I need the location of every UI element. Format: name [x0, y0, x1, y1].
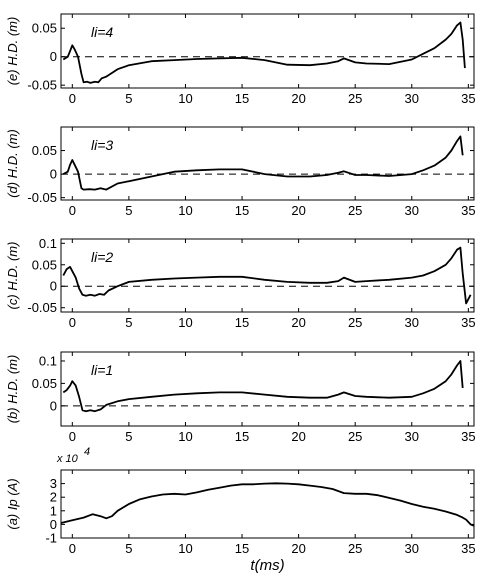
panel-d-xtick-label: 25 [348, 203, 362, 218]
panel-e-xtick-label: 0 [69, 91, 76, 106]
panel-b-xtick-label: 25 [348, 429, 362, 444]
panel-b-xtick-label: 15 [235, 429, 249, 444]
panel-e-series-line [62, 21, 466, 84]
panel-c-xtick-label: 35 [461, 315, 475, 330]
panel-e-xtick-label: 5 [125, 91, 132, 106]
panel-d-xtick-label: 15 [235, 203, 249, 218]
panel-c-xtick-label: 25 [348, 315, 362, 330]
panel-a-ytick-label: 1 [50, 503, 57, 518]
panel-c-frame [60, 238, 475, 313]
panel-a-ytick-label: 0 [50, 517, 57, 532]
panel-a-ytick-label: 2 [50, 490, 57, 505]
panel-b-xtick-label: 35 [461, 429, 475, 444]
panel-a-ylabel: (a) Ip (A) [5, 478, 20, 529]
panel-c-ytick-label: 0.1 [39, 236, 57, 251]
panel-e-xtick-label: 30 [405, 91, 419, 106]
panel-e-xtick-label: 20 [291, 91, 305, 106]
panel-d-xtick-label: 10 [178, 203, 192, 218]
panel-c-series-line [62, 246, 472, 305]
panel-a-ytick-label: -1 [45, 531, 57, 546]
panel-b-frame [60, 351, 475, 427]
panel-c-ytick-label: -0.05 [27, 300, 57, 315]
panel-a-xtick-label: 15 [235, 541, 249, 556]
panel-c-xtick-label: 10 [178, 315, 192, 330]
panel-a-xlabel: t(ms) [250, 557, 284, 574]
panel-d-xtick-label: 0 [69, 203, 76, 218]
panel-e-ytick-label: -0.05 [27, 78, 57, 93]
panel-a-xtick-label: 10 [178, 541, 192, 556]
panel-b-ylabel: (b) H.D. (m) [5, 355, 20, 424]
panel-a-xtick-label: 25 [348, 541, 362, 556]
panel-a-series-line [60, 482, 475, 527]
panel-c-xtick-label: 30 [405, 315, 419, 330]
panel-a-xtick-label: 20 [291, 541, 305, 556]
panel-e-xtick-label: 15 [235, 91, 249, 106]
panel-b-ytick-label: 0.1 [39, 353, 57, 368]
panel-d-ytick-label: 0.05 [32, 143, 57, 158]
panel-b-ytick-label: 0 [50, 398, 57, 413]
panel-d-xtick-label: 30 [405, 203, 419, 218]
panel-b-xtick-label: 0 [69, 429, 76, 444]
panel-a-exponent-power: 4 [84, 446, 90, 458]
panel-b-ytick-label: 0.05 [32, 376, 57, 391]
panel-d-xtick-label: 35 [461, 203, 475, 218]
panel-a-xtick-label: 5 [125, 541, 132, 556]
panel-c-xtick-label: 20 [291, 315, 305, 330]
panel-e-annotation: li=4 [91, 24, 113, 40]
panel-e-ytick-label: 0.05 [32, 21, 57, 36]
panel-d-frame [60, 126, 475, 201]
panel-d-series-line [62, 135, 464, 191]
panel-a-exponent-label: x 10 [56, 453, 79, 465]
panel-a-frame [60, 469, 475, 539]
panel-d-xtick-label: 5 [125, 203, 132, 218]
panel-d-ytick-label: -0.05 [27, 190, 57, 205]
panel-c-annotation: li=2 [91, 249, 113, 265]
panel-d-ylabel: (d) H.D. (m) [5, 129, 20, 198]
panel-c-xtick-label: 15 [235, 315, 249, 330]
panel-b-xtick-label: 30 [405, 429, 419, 444]
panel-c-ytick-label: 0 [50, 279, 57, 294]
panel-a-ytick-label: 3 [50, 476, 57, 491]
panel-a-xtick-label: 30 [405, 541, 419, 556]
panel-c-ytick-label: 0.05 [32, 257, 57, 272]
panel-d-ytick-label: 0 [50, 167, 57, 182]
panel-a-xtick-label: 0 [69, 541, 76, 556]
panel-c-xtick-label: 0 [69, 315, 76, 330]
panel-e-xtick-label: 35 [461, 91, 475, 106]
panel-e-ylabel: (e) H.D. (m) [5, 17, 20, 86]
panel-b-annotation: li=1 [91, 362, 113, 378]
panel-e-xtick-label: 25 [348, 91, 362, 106]
panel-b-xtick-label: 10 [178, 429, 192, 444]
panel-a-xtick-label: 35 [461, 541, 475, 556]
panel-b-xtick-label: 5 [125, 429, 132, 444]
panel-d-annotation: li=3 [91, 137, 113, 153]
panel-b-series-line [62, 360, 464, 413]
panel-d-xtick-label: 20 [291, 203, 305, 218]
panel-e-frame [60, 13, 475, 89]
panel-c-xtick-label: 5 [125, 315, 132, 330]
panel-b-xtick-label: 20 [291, 429, 305, 444]
panel-c-ylabel: (c) H.D. (m) [5, 242, 20, 310]
panel-e-xtick-label: 10 [178, 91, 192, 106]
panel-e-ytick-label: 0 [50, 49, 57, 64]
